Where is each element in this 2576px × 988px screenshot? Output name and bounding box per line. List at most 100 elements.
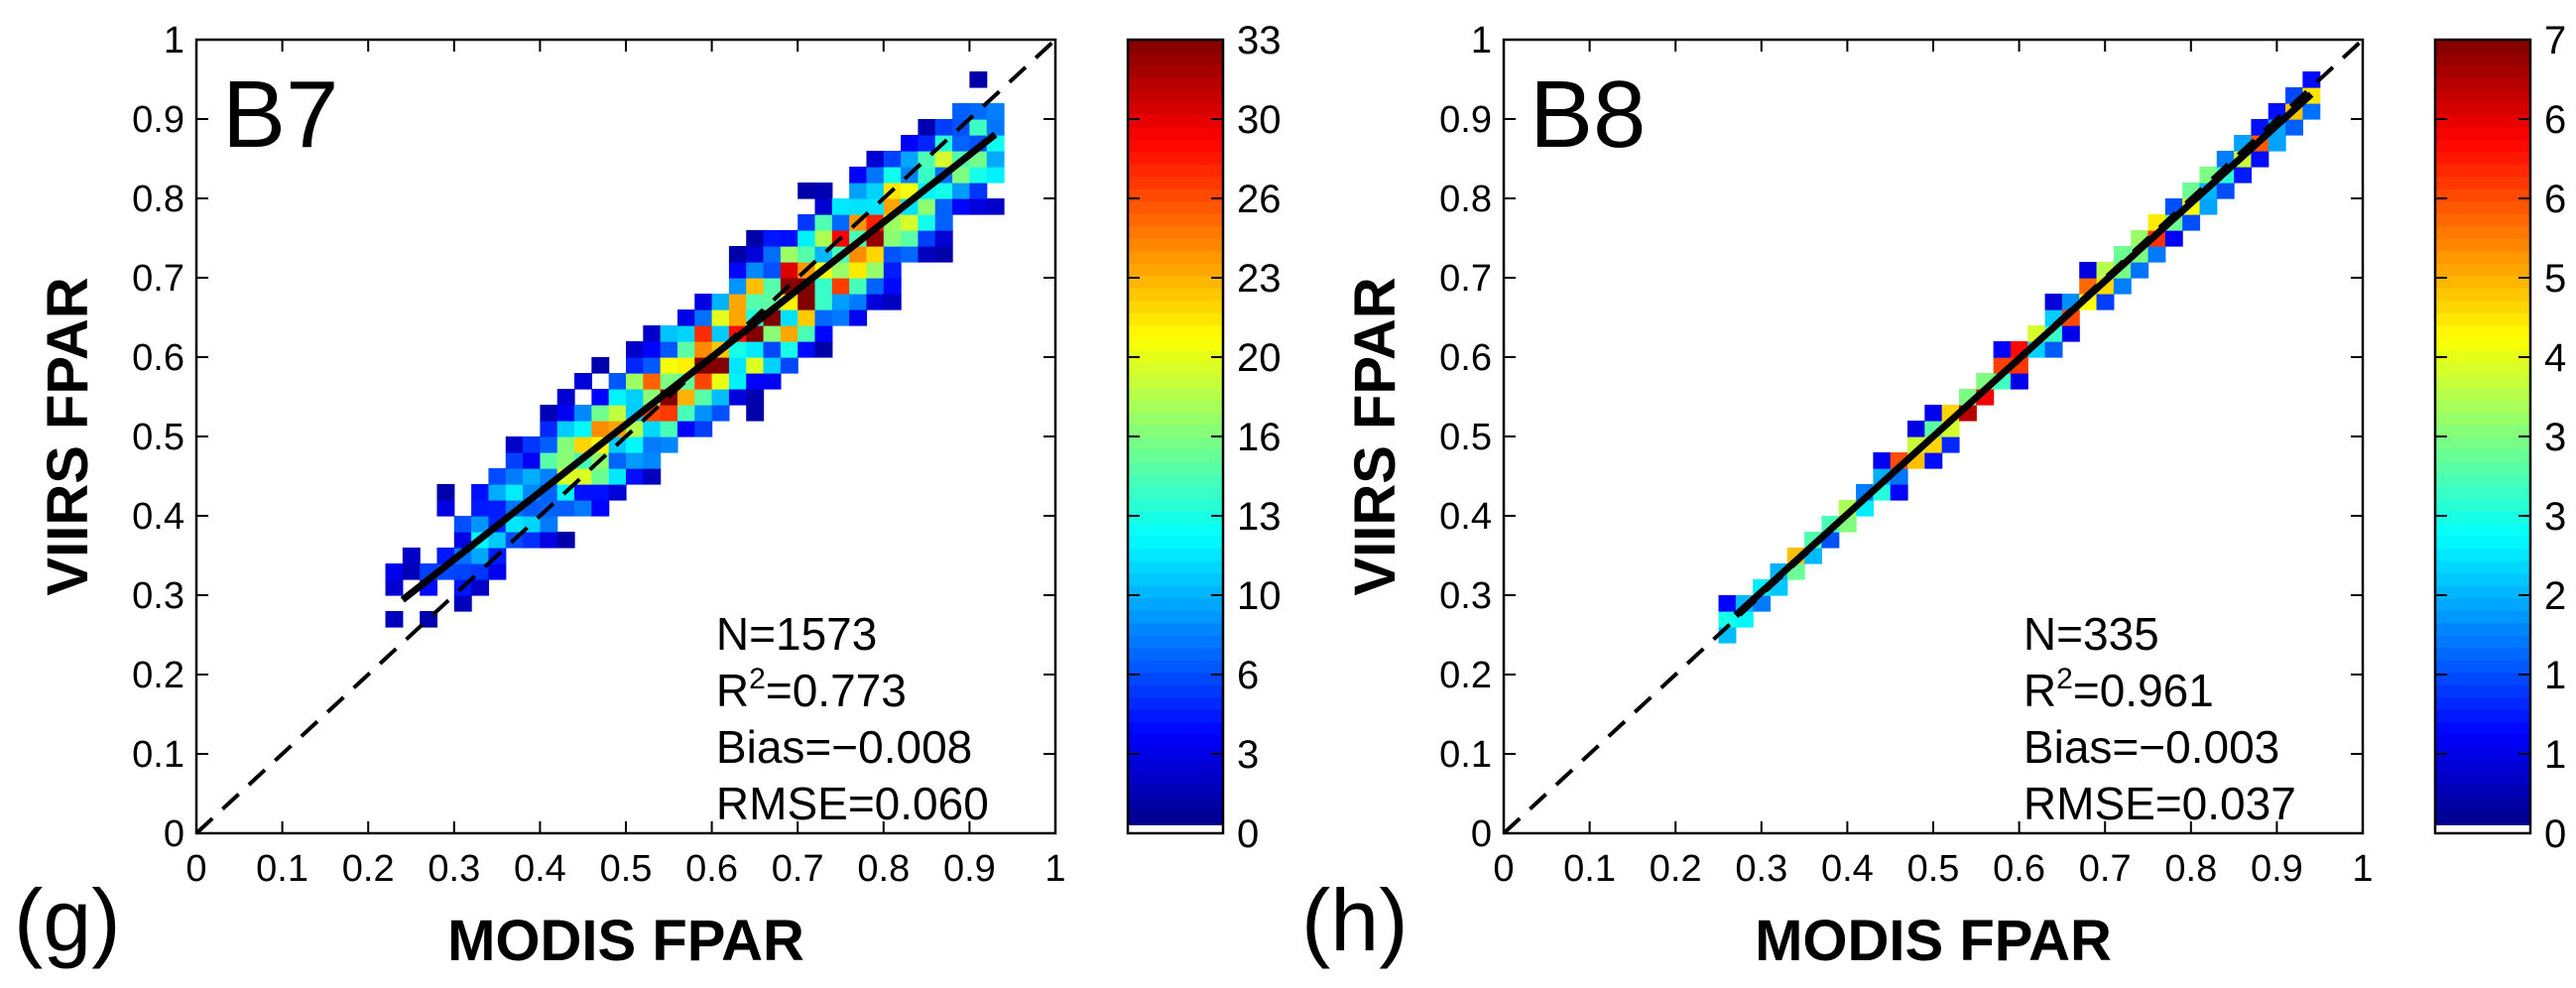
heatmap-cell [883,278,902,295]
colorbar-segment [2435,89,2530,103]
heatmap-cell [626,468,644,485]
colorbar-segment [2435,300,2530,313]
heatmap-cell [523,452,541,469]
heatmap-cell [934,214,953,231]
colorbar-segment [2435,76,2530,90]
heatmap-cell [694,421,713,437]
heatmap-cell [728,309,747,326]
heatmap-cell [711,325,730,342]
colorbar-segment [2435,250,2530,264]
heatmap-cell [814,230,833,247]
heatmap-cell [797,230,816,247]
heatmap-cell [1993,341,2012,358]
colorbar-segment [1128,200,1223,214]
heatmap-cell [694,325,713,342]
heatmap-cell [780,325,798,342]
colorbar-tick-label: 1 [2544,654,2566,697]
colorbar-zero-band [2435,825,2530,833]
heatmap-cell [901,214,920,231]
stat-rmse: RMSE=0.060 [716,778,989,829]
heatmap-cell [883,246,902,263]
colorbar-segment [1128,473,1223,487]
panel-g: 0 0.1 0.2 0.3 0.4 0.5 0.6 0.7 0.8 0.9 100.10.20.30… [14,19,1282,973]
heatmap-cell [643,436,662,453]
heatmap-cell [660,341,678,358]
heatmap-cell [694,405,713,422]
heatmap-cell [676,309,695,326]
colorbar-tick-label: 3 [2544,416,2566,459]
colorbar-tick-label: 10 [1237,574,1282,618]
heatmap-cell [952,167,970,184]
colorbar-segment [1128,52,1223,65]
colorbar-tick-label: 23 [1237,257,1282,301]
stat-r2-sup: 2 [749,663,766,695]
colorbar-tick-label: 6 [2544,178,2566,221]
x-tick-label: 0.2 [342,848,395,890]
heatmap-cell [471,579,490,596]
stat-r2-value: =0.961 [2073,665,2214,716]
heatmap-cell [763,373,782,390]
heatmap-cell [626,436,644,453]
y-tick-label: 0.9 [132,99,184,141]
y-tick-label: 0 [164,813,184,855]
heatmap-cell [728,294,747,310]
y-tick-label: 0.3 [1439,575,1492,617]
x-tick-label: 0.6 [1993,848,2045,890]
colorbar-segment [2435,473,2530,487]
heatmap-cell [780,262,798,279]
heatmap-cell [1718,627,1737,644]
colorbar-segment [1128,424,1223,437]
heatmap-cell [814,309,833,326]
heatmap-cell [694,373,713,390]
heatmap-cell [969,183,988,199]
heatmap-cell [1890,484,1908,501]
heatmap-cell [797,294,816,310]
colorbar-segment [2435,771,2530,785]
colorbar-segment [2435,647,2530,661]
colorbar-segment [2435,486,2530,500]
colorbar-segment [1128,784,1223,798]
heatmap-cell [728,389,747,406]
colorbar-tick-label: 20 [1237,336,1282,380]
heatmap-cell [901,246,920,263]
colorbar-segment [1128,660,1223,674]
colorbar-segment [1128,647,1223,661]
colorbar-segment [1128,176,1223,189]
heatmap-cell [608,484,627,501]
heatmap-cell [2061,325,2080,342]
heatmap-cell [556,436,575,453]
x-axis-label: MODIS FPAR [1755,909,2112,973]
panel-h: 0 0.1 0.2 0.3 0.4 0.5 0.6 0.7 0.8 0.9 1 0 0.1 0.2 0.3 0… [1301,19,2566,973]
heatmap-cell [488,532,507,549]
colorbar-segment [2435,139,2530,153]
colorbar-segment [2435,734,2530,748]
heatmap-cell [901,230,920,247]
colorbar-segment [1128,312,1223,326]
heatmap-cell [540,421,558,437]
heatmap-cell [471,500,490,517]
colorbar-segment [2435,784,2530,798]
heatmap-cell [643,452,662,469]
colorbar-segment [2435,126,2530,140]
regression-line [1733,91,2314,618]
heatmap-cell [643,357,662,374]
heatmap-cell [471,484,490,501]
heatmap-cell [849,309,868,326]
stat-r2: R2=0.961 [2024,663,2214,716]
colorbar-segment [2435,64,2530,78]
heatmap-cell [626,341,644,358]
colorbar-segment [1128,796,1223,809]
heatmap-cell [471,548,490,564]
heatmap-cell [866,151,885,168]
colorbar-segment [2435,684,2530,698]
heatmap-cell [402,563,421,580]
colorbar-segment [2435,101,2530,115]
colorbar-segment [2435,597,2530,611]
heatmap-cell [831,198,850,215]
colorbar-segment [1128,721,1223,735]
heatmap-cell [780,309,798,326]
colorbar-tick-label: 2 [2544,574,2566,618]
colorbar-segment [1128,560,1223,574]
heatmap-cell [831,278,850,295]
